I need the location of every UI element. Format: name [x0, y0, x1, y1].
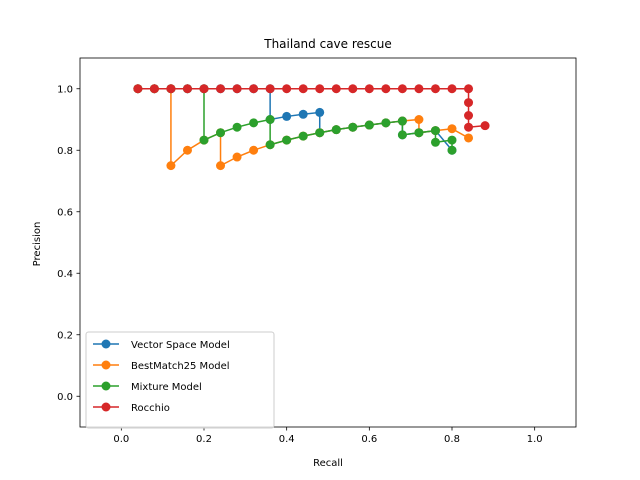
data-point — [447, 135, 457, 145]
data-point — [464, 111, 474, 120]
x-tick-label: 0.6 — [361, 434, 377, 445]
legend-marker — [101, 360, 111, 370]
data-point — [364, 120, 374, 130]
data-point — [414, 84, 424, 94]
legend-box — [85, 331, 275, 429]
data-point — [249, 145, 259, 155]
data-point — [430, 137, 440, 147]
x-tick-label: 0.2 — [196, 434, 212, 445]
data-point — [348, 122, 358, 132]
data-point — [298, 84, 308, 94]
x-axis-label: Recall — [313, 458, 343, 469]
x-tick-label: 0.4 — [279, 434, 295, 445]
data-point — [199, 84, 209, 94]
data-point — [298, 131, 308, 141]
legend-label: Vector Space Model — [131, 340, 230, 351]
data-point — [282, 84, 292, 94]
data-point — [348, 84, 358, 94]
data-point — [480, 121, 490, 131]
data-point — [430, 126, 440, 136]
data-point — [249, 118, 259, 128]
legend-marker — [101, 339, 111, 349]
data-point — [282, 111, 292, 121]
y-tick-label: 0.0 — [57, 392, 73, 403]
data-point — [265, 84, 275, 94]
data-point — [364, 84, 374, 94]
data-point — [397, 84, 407, 94]
data-point — [232, 84, 242, 94]
data-point — [464, 98, 474, 108]
y-tick-label: 1.0 — [57, 84, 73, 95]
data-point — [199, 135, 209, 145]
data-point — [298, 109, 308, 119]
data-point — [447, 124, 457, 134]
y-axis-label: Precision — [32, 222, 43, 267]
legend-label: Mixture Model — [131, 382, 202, 393]
data-point — [216, 128, 226, 138]
y-tick-label: 0.8 — [57, 146, 73, 157]
legend-marker — [101, 381, 111, 391]
series-layer — [133, 84, 490, 171]
data-point — [381, 118, 391, 128]
y-tick-label: 0.2 — [57, 330, 73, 341]
data-point — [464, 84, 474, 94]
data-point — [315, 128, 325, 138]
data-point — [133, 84, 143, 94]
series-3 — [133, 84, 490, 132]
data-point — [182, 84, 192, 94]
plot-frame — [79, 57, 577, 428]
data-point — [464, 122, 474, 132]
axes-layer: 0.0 0.2 0.4 0.6 0.8 1.0 0.0 0.2 0.4 0.6 0.8 1.0 — [57, 57, 577, 445]
data-point — [331, 84, 341, 94]
y-tick-label: 0.6 — [57, 207, 73, 218]
data-point — [216, 84, 226, 94]
data-point — [447, 84, 457, 94]
data-point — [282, 135, 292, 145]
chart-title: Thailand cave rescue — [263, 37, 392, 51]
data-point — [182, 145, 192, 155]
legend-entry-0: Vector Space Model — [93, 339, 230, 351]
x-tick-label: 0.8 — [444, 434, 460, 445]
legend-entry-2: Mixture Model — [93, 381, 202, 393]
x-tick-label: 1.0 — [527, 434, 543, 445]
data-point — [249, 84, 259, 94]
legend-entry-1: BestMatch25 Model — [93, 360, 230, 372]
data-point — [315, 107, 325, 117]
data-point — [414, 115, 424, 124]
data-point — [232, 152, 242, 162]
data-point — [397, 116, 407, 126]
legend-label: BestMatch25 Model — [131, 361, 230, 372]
data-point — [166, 84, 176, 94]
data-point — [464, 133, 474, 143]
data-point — [315, 84, 325, 94]
data-point — [381, 84, 391, 94]
data-point — [265, 115, 275, 124]
y-tick-label: 0.4 — [57, 269, 73, 280]
data-point — [216, 161, 226, 171]
legend-marker — [101, 402, 111, 412]
data-point — [232, 122, 242, 132]
data-point — [447, 145, 457, 155]
data-point — [149, 84, 159, 94]
legend-entry-3: Rocchio — [93, 402, 170, 414]
legend: Vector Space Model BestMatch25 Model Mixtu… — [85, 331, 275, 429]
data-point — [166, 161, 176, 171]
data-point — [331, 125, 341, 135]
x-tick-label: 0.0 — [113, 434, 129, 445]
data-point — [397, 130, 407, 140]
data-point — [430, 84, 440, 94]
legend-label: Rocchio — [131, 403, 170, 414]
data-point — [265, 140, 275, 150]
data-point — [414, 128, 424, 138]
